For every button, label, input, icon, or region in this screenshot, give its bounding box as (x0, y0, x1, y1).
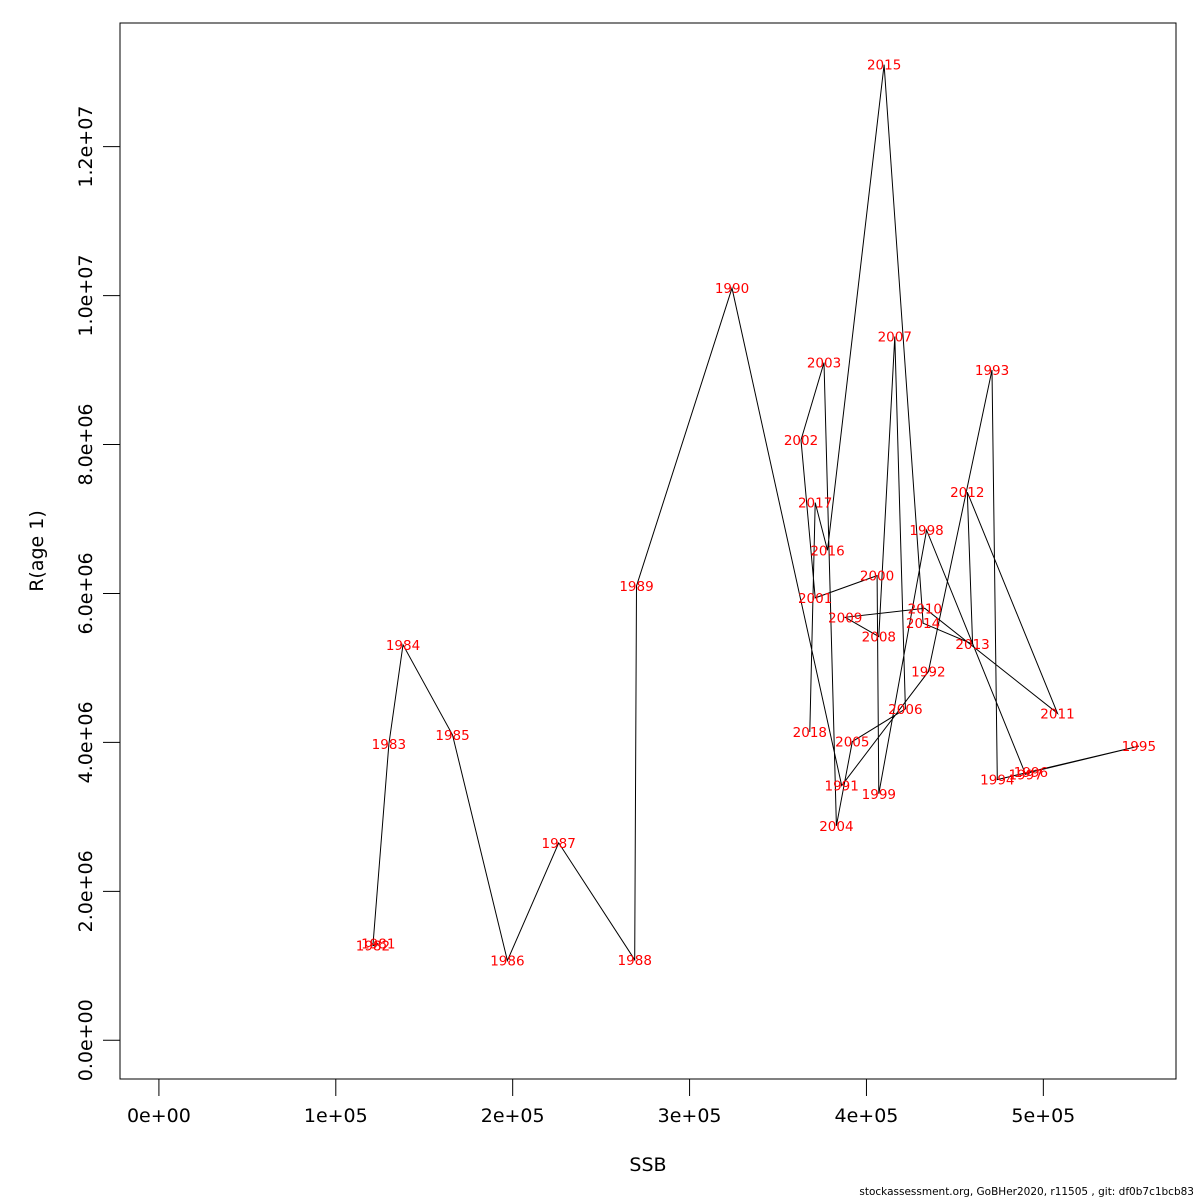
point-label-2013: 2013 (955, 637, 989, 653)
point-label-1981: 1981 (361, 936, 395, 952)
point-label-2014: 2014 (906, 616, 940, 632)
point-label-1990: 1990 (715, 281, 749, 297)
point-label-1992: 1992 (911, 665, 945, 681)
point-label-1987: 1987 (541, 836, 575, 852)
point-label-1982: 1982 (356, 939, 390, 955)
x-tick-label: 4e+05 (835, 1105, 899, 1127)
series-path-group (372, 64, 1140, 963)
x-tick-label: 0e+00 (127, 1105, 191, 1127)
point-label-2017: 2017 (798, 496, 832, 512)
point-label-2009: 2009 (828, 610, 862, 626)
point-label-2005: 2005 (835, 735, 869, 751)
point-label-2015: 2015 (867, 58, 901, 74)
point-label-1986: 1986 (490, 954, 524, 970)
point-label-1984: 1984 (386, 638, 420, 654)
y-tick-label: 0.0e+00 (75, 999, 97, 1081)
point-label-1985: 1985 (435, 728, 469, 744)
point-label-1983: 1983 (372, 737, 406, 753)
point-label-2001: 2001 (798, 591, 832, 607)
point-label-2003: 2003 (807, 356, 841, 372)
y-axis-title: R(age 1) (26, 510, 48, 592)
point-label-2002: 2002 (784, 433, 818, 449)
y-tick-label: 8.0e+06 (75, 403, 97, 485)
y-axis: 0.0e+00 2.0e+06 4.0e+06 6.0e+06 8.0e+06 1.0e+… (75, 106, 121, 1081)
point-label-1994: 1994 (980, 773, 1014, 789)
y-tick-label: 2.0e+06 (75, 850, 97, 932)
point-label-1993: 1993 (975, 363, 1009, 379)
point-label-1988: 1988 (618, 953, 652, 969)
point-label-2000: 2000 (860, 569, 894, 585)
y-tick-label: 1.0e+07 (75, 255, 97, 337)
x-tick-label: 2e+05 (481, 1105, 545, 1127)
point-label-2011: 2011 (1040, 706, 1074, 722)
footer-credit: stockassessment.org, GoBHer2020, r11505 … (859, 1186, 1194, 1198)
point-label-2008: 2008 (862, 630, 896, 646)
x-axis-title: SSB (629, 1154, 666, 1176)
x-tick-label: 3e+05 (658, 1105, 722, 1127)
x-tick-label: 5e+05 (1011, 1105, 1075, 1127)
point-label-1997: 1997 (1008, 767, 1042, 783)
y-tick-label: 4.0e+06 (75, 701, 97, 783)
point-label-1991: 1991 (825, 779, 859, 795)
x-tick-label: 1e+05 (304, 1105, 368, 1127)
point-label-1995: 1995 (1122, 739, 1156, 755)
point-label-1999: 1999 (862, 787, 896, 803)
point-label-2006: 2006 (888, 702, 922, 718)
series-line (372, 64, 1140, 963)
y-tick-label: 1.2e+07 (75, 106, 97, 188)
point-label-1998: 1998 (909, 523, 943, 539)
y-tick-label: 6.0e+06 (75, 552, 97, 634)
point-label-2018: 2018 (793, 725, 827, 741)
point-label-1996: 1996 (1014, 765, 1048, 781)
point-label-2010: 2010 (908, 601, 942, 617)
point-label-2012: 2012 (950, 485, 984, 501)
x-axis: 0e+00 1e+05 2e+05 3e+05 4e+05 5e+05 (127, 1078, 1075, 1127)
point-label-2016: 2016 (810, 543, 844, 559)
point-label-1989: 1989 (619, 579, 653, 595)
point-label-2007: 2007 (878, 330, 912, 346)
point-label-2004: 2004 (819, 819, 853, 835)
